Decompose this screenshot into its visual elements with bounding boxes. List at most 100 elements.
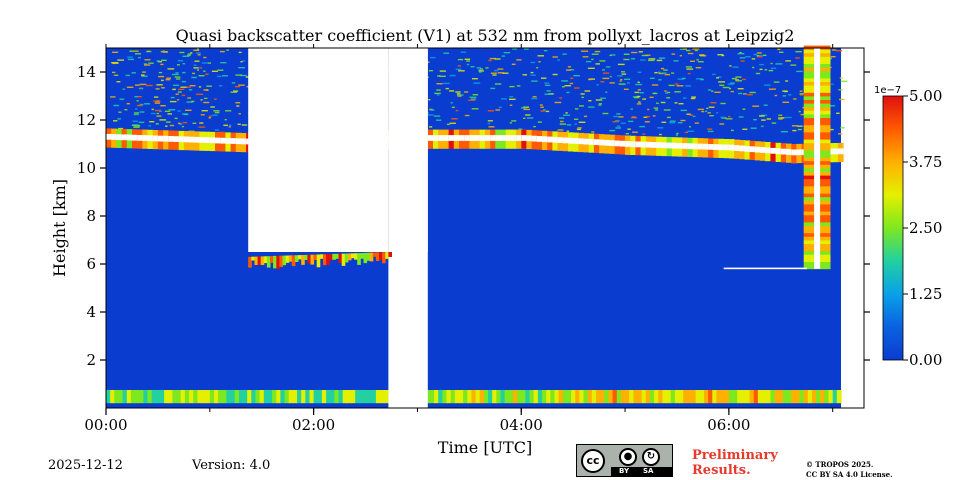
boundary-layer-segment	[562, 390, 568, 404]
noise-speckle	[753, 119, 757, 121]
noise-speckle	[673, 60, 679, 62]
noise-speckle	[129, 50, 136, 52]
noise-speckle	[557, 129, 564, 131]
boundary-layer-segment	[546, 390, 551, 404]
cloud-saturated-segment	[713, 144, 719, 150]
cloud-saturated-segment	[111, 134, 117, 140]
noise-speckle	[836, 112, 840, 114]
noise-speckle	[638, 51, 643, 53]
boundary-layer-segment	[110, 390, 115, 404]
noise-speckle	[226, 49, 229, 51]
noise-speckle	[831, 49, 837, 51]
noise-speckle	[445, 87, 449, 90]
noise-speckle	[509, 98, 516, 100]
noise-speckle	[158, 75, 165, 78]
noise-speckle	[609, 75, 612, 78]
noise-speckle	[601, 69, 605, 71]
noise-speckle	[552, 56, 558, 58]
noise-speckle	[588, 78, 592, 81]
noise-speckle	[476, 67, 481, 69]
boundary-layer-segment	[180, 390, 186, 404]
noise-speckle	[200, 114, 205, 116]
noise-speckle	[730, 129, 734, 132]
noise-speckle	[230, 91, 237, 93]
noise-speckle	[602, 77, 610, 80]
noise-speckle	[573, 87, 580, 89]
noise-speckle	[729, 65, 732, 67]
noise-speckle	[214, 111, 220, 114]
noise-speckle	[177, 99, 180, 101]
low-cloud-edge	[351, 253, 355, 259]
noise-speckle	[652, 92, 658, 95]
cloud-saturated-segment	[718, 144, 725, 151]
noise-speckle	[134, 96, 138, 98]
noise-speckle	[653, 107, 659, 109]
low-cloud-edge	[276, 255, 280, 269]
noise-speckle	[671, 72, 675, 74]
noise-speckle	[620, 78, 623, 81]
noise-speckle	[470, 98, 477, 100]
noise-speckle	[791, 125, 798, 127]
boundary-layer-segment	[504, 390, 510, 404]
noise-speckle	[149, 121, 155, 123]
noise-speckle	[678, 122, 683, 124]
boundary-layer-segment	[363, 390, 369, 404]
cloud-saturated-segment	[220, 137, 226, 144]
noise-speckle	[697, 61, 704, 63]
boundary-layer-segment	[114, 390, 120, 404]
cloud-saturated-segment	[199, 137, 206, 143]
noise-speckle	[223, 124, 228, 126]
noise-speckle	[840, 80, 848, 82]
boundary-layer-segment	[301, 390, 306, 404]
plot-content	[106, 45, 848, 408]
noise-speckle	[745, 56, 751, 58]
cloud-saturated-segment	[604, 139, 610, 146]
noise-speckle	[511, 63, 516, 65]
cc-logo-icon: cc	[581, 449, 605, 473]
noise-speckle	[181, 125, 184, 128]
noise-speckle	[700, 78, 704, 81]
noise-speckle	[623, 53, 630, 55]
boundary-layer-segment	[209, 390, 215, 404]
boundary-layer-segment	[753, 390, 759, 404]
boundary-layer-segment	[625, 390, 630, 404]
noise-speckle	[540, 110, 545, 112]
noise-speckle	[472, 94, 479, 96]
noise-speckle	[197, 54, 201, 56]
noise-speckle	[624, 78, 631, 80]
noise-speckle	[749, 91, 756, 94]
boundary-layer-segment	[172, 390, 178, 404]
low-cloud-edge	[301, 255, 305, 265]
cloud-saturated-segment	[568, 137, 574, 144]
noise-speckle	[530, 71, 534, 74]
noise-speckle	[144, 64, 151, 66]
boundary-layer-segment	[654, 390, 659, 404]
boundary-layer-segment	[687, 390, 693, 404]
cloud-saturated-segment	[677, 142, 683, 149]
noise-speckle	[778, 117, 785, 119]
noise-speckle	[799, 94, 804, 96]
noise-speckle	[537, 121, 542, 123]
noise-speckle	[537, 55, 544, 57]
noise-speckle	[709, 115, 714, 117]
noise-speckle	[214, 129, 220, 131]
noise-speckle	[634, 91, 640, 94]
noise-speckle	[659, 133, 662, 136]
low-cloud-edge	[379, 252, 383, 260]
boundary-layer-segment	[708, 390, 713, 404]
x-axis-label: Time [UTC]	[438, 438, 532, 457]
noise-speckle	[238, 51, 242, 54]
noise-speckle	[586, 60, 592, 63]
noise-speckle	[159, 119, 167, 121]
noise-speckle	[449, 122, 456, 124]
cloud-saturated-segment	[583, 138, 590, 145]
noise-speckle	[217, 69, 224, 71]
boundary-layer-segment	[620, 390, 626, 404]
low-cloud-edge	[310, 254, 315, 265]
boundary-layer-segment	[263, 390, 269, 404]
low-cloud-edge	[304, 254, 308, 260]
boundary-layer-segment	[521, 390, 527, 404]
cloud-saturated-segment	[438, 135, 444, 141]
noise-speckle	[464, 91, 469, 93]
noise-speckle	[689, 114, 694, 116]
